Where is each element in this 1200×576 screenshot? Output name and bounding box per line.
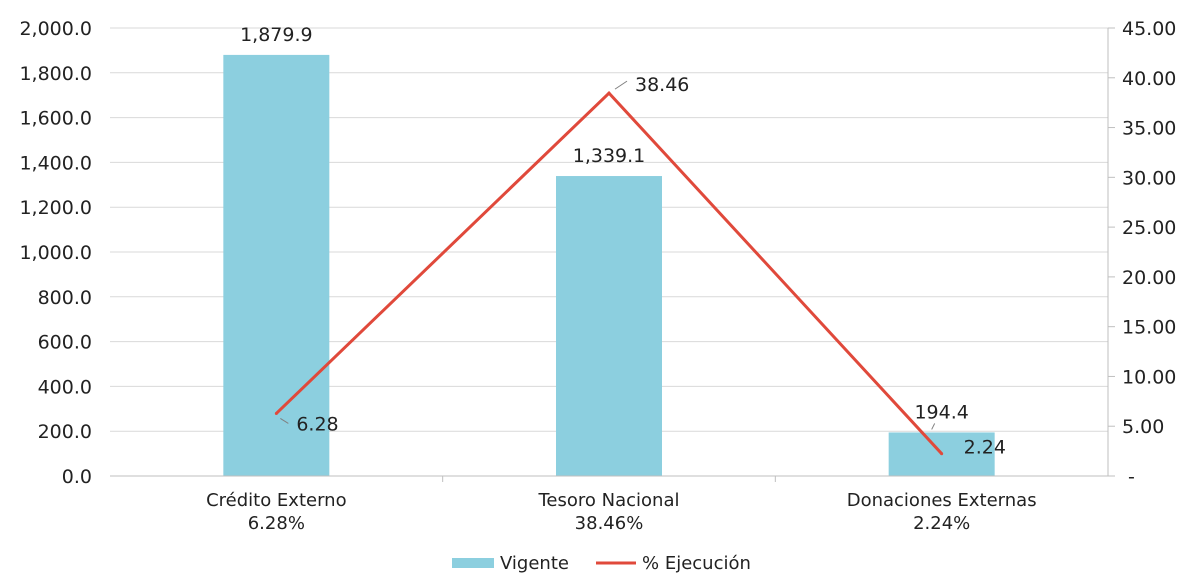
left-tick-label: 400.0: [38, 376, 92, 398]
right-tick-label: -: [1128, 466, 1135, 488]
bar-1: [223, 54, 330, 476]
left-tick-label: 1,000.0: [19, 242, 92, 264]
bar-value-label: 1,879.9: [240, 24, 313, 46]
bar-label-leader: [931, 423, 936, 430]
left-tick-label: 800.0: [38, 287, 92, 309]
bar-2: [556, 176, 662, 476]
data-labels: 1,879.9 1,339.1 194.4 6.28 38.46 2.24: [240, 24, 1006, 459]
left-tick-label: 1,600.0: [19, 108, 92, 130]
legend-label-ejecucion: % Ejecución: [642, 553, 751, 574]
bar-value-label: 194.4: [914, 401, 968, 423]
category-sublabel: 38.46%: [575, 513, 644, 534]
line-value-label: 38.46: [635, 74, 689, 96]
left-tick-label: 1,200.0: [19, 197, 92, 219]
left-tick-label: 200.0: [38, 421, 92, 443]
right-tick-label: 20.00: [1122, 267, 1176, 289]
left-tick-label: 0.0: [62, 466, 92, 488]
right-tick-label: 40.00: [1122, 68, 1176, 90]
right-tick-label: 45.00: [1122, 18, 1176, 40]
category-label: Donaciones Externas: [847, 490, 1037, 511]
right-tick-label: 15.00: [1122, 317, 1176, 339]
ejecucion-point: [940, 452, 944, 456]
right-tick-label: 30.00: [1122, 167, 1176, 189]
line-value-label: 6.28: [296, 413, 338, 435]
right-tick-label: 10.00: [1122, 366, 1176, 388]
right-tick-label: 5.00: [1122, 416, 1164, 438]
left-tick-label: 600.0: [38, 332, 92, 354]
line-label-leader: [614, 80, 628, 90]
category-label: Tesoro Nacional: [538, 490, 680, 511]
left-tick-label: 2,000.0: [19, 18, 92, 40]
category-label: Crédito Externo: [206, 490, 347, 511]
legend-swatch-vigente: [452, 558, 494, 568]
ejecucion-point: [607, 91, 611, 95]
line-value-label: 2.24: [964, 437, 1006, 459]
left-tick-label: 1,800.0: [19, 63, 92, 85]
line-series: [274, 90, 944, 456]
legend-label-vigente: Vigente: [500, 553, 569, 574]
legend: Vigente % Ejecución: [452, 553, 751, 574]
right-tick-label: 35.00: [1122, 118, 1176, 140]
category-sublabel: 2.24%: [913, 513, 970, 534]
ejecucion-point: [274, 411, 278, 415]
bar-value-label: 1,339.1: [573, 145, 646, 167]
axes: 0.0 200.0 400.0 600.0 800.0 1,000.0 1,200.0 1,4…: [19, 18, 1176, 488]
line-label-leader: [280, 418, 289, 424]
category-sublabel: 6.28%: [248, 513, 305, 534]
right-tick-label: 25.00: [1122, 217, 1176, 239]
left-tick-label: 1,400.0: [19, 152, 92, 174]
